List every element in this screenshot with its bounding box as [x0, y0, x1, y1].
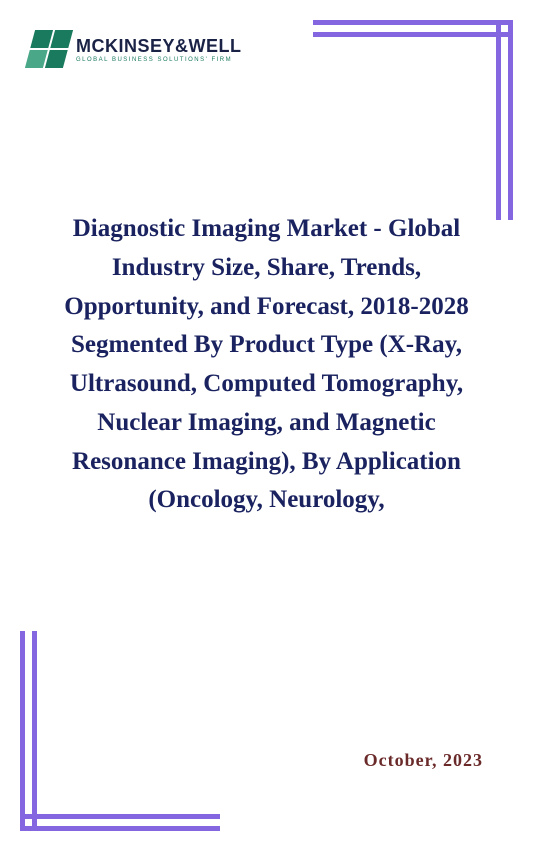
logo-square	[30, 30, 53, 48]
decoration-line	[20, 826, 220, 831]
logo: MCKINSEY&WELL GLOBAL BUSINESS SOLUTIONS'…	[30, 30, 242, 68]
report-date: October, 2023	[364, 750, 483, 771]
report-title-block: Diagnostic Imaging Market - Global Indus…	[40, 210, 493, 520]
report-title: Diagnostic Imaging Market - Global Indus…	[40, 210, 493, 520]
logo-square	[45, 50, 68, 68]
corner-decoration-top-right	[313, 20, 513, 220]
decoration-line	[313, 20, 513, 25]
logo-square	[50, 30, 73, 48]
decoration-line	[496, 20, 501, 220]
decoration-line	[508, 20, 513, 220]
report-date-block: October, 2023	[364, 750, 483, 771]
decoration-line	[20, 631, 25, 831]
logo-name: MCKINSEY&WELL	[76, 36, 242, 57]
decoration-line	[32, 631, 37, 831]
logo-icon	[25, 30, 73, 68]
logo-tagline: GLOBAL BUSINESS SOLUTIONS' FIRM	[76, 57, 242, 63]
decoration-line	[20, 814, 220, 819]
decoration-line	[313, 32, 513, 37]
logo-square	[25, 50, 48, 68]
logo-text-block: MCKINSEY&WELL GLOBAL BUSINESS SOLUTIONS'…	[76, 36, 242, 63]
corner-decoration-bottom-left	[20, 631, 220, 831]
